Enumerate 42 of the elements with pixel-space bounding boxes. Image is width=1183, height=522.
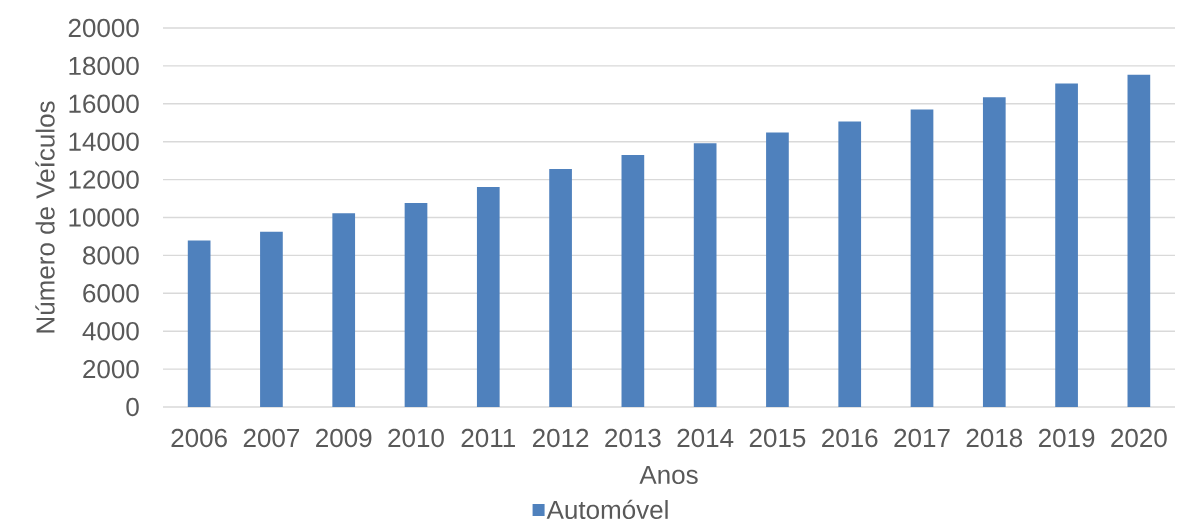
y-tick-label: 18000 [69,56,139,76]
bar [260,231,283,407]
y-tick-label: 8000 [83,246,139,265]
x-tick-label: 2018 [966,428,1023,448]
y-tick-label: 12000 [69,170,139,189]
bar [549,168,572,407]
bar [404,202,428,407]
x-tick-label: 2016 [822,428,878,448]
bar [476,186,500,407]
legend-label: Automóvel [546,499,668,520]
bar [982,97,1006,407]
x-tick-label: 2010 [388,428,444,448]
x-tick-label: 2007 [243,428,300,448]
y-tick-label: 4000 [82,321,139,341]
x-tick-label: 2014 [677,428,734,448]
bar [838,121,862,407]
bar [910,109,934,407]
x-tick-label: 2009 [316,428,372,448]
bar [1127,74,1151,407]
y-tick-label: 2000 [83,359,139,379]
y-tick-label: 14000 [69,132,139,151]
x-tick-label: 2019 [1038,428,1095,448]
y-tick-label: 0 [126,397,139,417]
bar [187,240,211,407]
x-tick-label: 2013 [605,428,661,448]
y-tick-label: 20000 [68,18,139,38]
bar [332,213,356,407]
x-tick-label: 2006 [171,428,227,448]
bar [693,143,717,407]
y-tick-label: 10000 [69,208,139,227]
x-tick-label: 2017 [894,428,950,448]
x-tick-label: 2012 [532,428,589,448]
y-tick-label: 16000 [69,94,139,113]
x-axis-title: Anos [639,465,698,485]
bar [766,132,789,407]
x-tick-label: 2015 [749,428,806,448]
bar [1055,83,1078,407]
y-tick-label: 6000 [83,284,139,303]
x-tick-label: 2020 [1111,428,1167,448]
bar [621,154,645,407]
x-tick-label: 2011 [461,428,515,448]
y-axis-title: Número de Veículos [35,101,55,333]
